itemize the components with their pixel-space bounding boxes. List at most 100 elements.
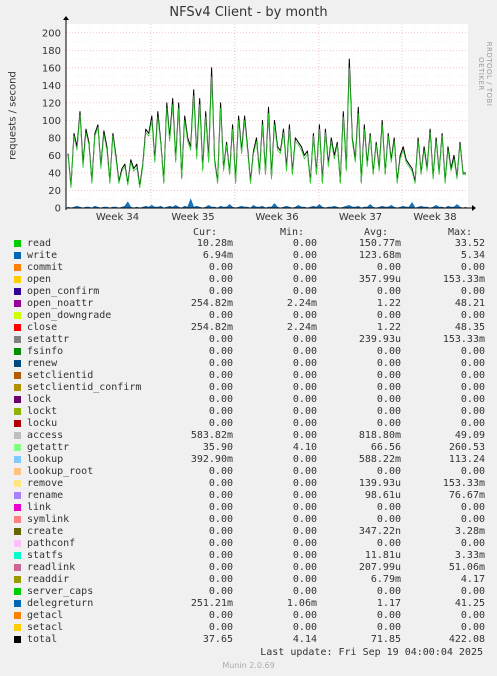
- legend-min: 0.00: [292, 370, 317, 381]
- legend-name: getacl: [27, 610, 64, 621]
- legend-max: 0.00: [460, 406, 485, 417]
- legend-cur: 254.82m: [190, 298, 233, 309]
- legend-name: rename: [27, 490, 64, 501]
- y-tick-label: 80: [48, 133, 61, 144]
- y-tick-label: 100: [42, 116, 61, 127]
- legend-swatch: [14, 612, 21, 619]
- legend-max: 4.17: [460, 574, 485, 585]
- legend-max: 5.34: [460, 250, 485, 261]
- legend-cur: 0.00: [208, 286, 233, 297]
- legend-row-lookup_root: lookup_root 0.00 0.00 0.00 0.00: [14, 466, 485, 478]
- legend-min: 0.00: [292, 574, 317, 585]
- legend-min: 0.00: [292, 346, 317, 357]
- legend-max: 0.00: [460, 538, 485, 549]
- legend-max: 0.00: [460, 466, 485, 477]
- legend-name: lockt: [27, 406, 58, 417]
- legend-min: 0.00: [292, 358, 317, 369]
- legend-row-setacl: setacl 0.00 0.00 0.00 0.00: [14, 622, 485, 634]
- legend-row-create: create 0.00 0.00 347.22n 3.28m: [14, 526, 485, 538]
- legend-cur: 37.65: [202, 634, 233, 645]
- legend-name: setattr: [27, 334, 70, 345]
- legend-row-renew: renew 0.00 0.00 0.00 0.00: [14, 358, 485, 370]
- legend-swatch: [14, 492, 21, 499]
- legend-row-getacl: getacl 0.00 0.00 0.00 0.00: [14, 610, 485, 622]
- legend-avg: 139.93u: [358, 478, 401, 489]
- legend-row-total: total 37.65 4.14 71.85 422.08: [14, 634, 485, 646]
- legend-min: 2.24m: [286, 322, 317, 333]
- legend-max: 0.00: [460, 610, 485, 621]
- legend-row-pathconf: pathconf 0.00 0.00 0.00 0.00: [14, 538, 485, 550]
- legend-avg: 0.00: [376, 310, 401, 321]
- legend-swatch: [14, 600, 21, 607]
- legend-cur: 35.90: [202, 442, 233, 453]
- legend-name: read: [27, 238, 52, 249]
- legend-min: 0.00: [292, 610, 317, 621]
- legend-min: 0.00: [292, 250, 317, 261]
- legend-swatch: [14, 396, 21, 403]
- legend-avg: 1.22: [376, 298, 401, 309]
- y-tick-label: 180: [42, 46, 61, 57]
- legend-swatch: [14, 264, 21, 271]
- legend-max: 0.00: [460, 358, 485, 369]
- legend-cur: 0.00: [208, 538, 233, 549]
- legend-max: 0.00: [460, 418, 485, 429]
- legend-swatch: [14, 636, 21, 643]
- legend-max: 0.00: [460, 586, 485, 597]
- legend-min: 2.24m: [286, 298, 317, 309]
- legend-avg: 11.81u: [364, 550, 401, 561]
- legend-row-access: access 583.82m 0.00 818.80m 49.09: [14, 430, 485, 442]
- legend-avg: 6.79m: [370, 574, 401, 585]
- legend-name: commit: [27, 262, 64, 273]
- legend-row-open_confirm: open_confirm 0.00 0.00 0.00 0.00: [14, 286, 485, 298]
- legend-avg: 0.00: [376, 502, 401, 513]
- legend-max: 33.52: [454, 238, 485, 249]
- legend-swatch: [14, 444, 21, 451]
- legend-cur: 0.00: [208, 490, 233, 501]
- legend-avg: 0.00: [376, 262, 401, 273]
- legend-min: 0.00: [292, 274, 317, 285]
- legend-cur: 0.00: [208, 334, 233, 345]
- legend-name: locku: [27, 418, 58, 429]
- legend-cur: 583.82m: [190, 430, 233, 441]
- legend-min: 0.00: [292, 310, 317, 321]
- legend-max: 48.35: [454, 322, 485, 333]
- legend-avg: 357.99u: [358, 274, 401, 285]
- legend-cur: 0.00: [208, 586, 233, 597]
- legend-min: 0.00: [292, 466, 317, 477]
- legend-max: 422.08: [448, 634, 485, 645]
- legend-name: close: [27, 322, 58, 333]
- legend-avg: 0.00: [376, 370, 401, 381]
- legend-max: 153.33m: [442, 478, 485, 489]
- legend-row-rename: rename 0.00 0.00 98.61u 76.67m: [14, 490, 485, 502]
- y-tick-label: 120: [42, 98, 61, 109]
- legend-cur: 10.28m: [196, 238, 233, 249]
- legend-max: 0.00: [460, 310, 485, 321]
- legend-avg: 0.00: [376, 586, 401, 597]
- legend-avg: 0.00: [376, 514, 401, 525]
- legend-min: 0.00: [292, 586, 317, 597]
- legend-max: 41.25: [454, 598, 485, 609]
- legend-swatch: [14, 480, 21, 487]
- legend-cur: 0.00: [208, 418, 233, 429]
- legend-name: pathconf: [27, 538, 76, 549]
- legend-name: getattr: [27, 442, 70, 453]
- legend-min: 0.00: [292, 622, 317, 633]
- legend-min: 4.14: [292, 634, 317, 645]
- legend-max: 153.33m: [442, 274, 485, 285]
- y-axis-arrow: [63, 16, 69, 20]
- legend-name: create: [27, 526, 64, 537]
- legend-min: 1.06m: [286, 598, 317, 609]
- legend-row-lookup: lookup 392.90m 0.00 588.22m 113.24: [14, 454, 485, 466]
- legend-row-remove: remove 0.00 0.00 139.93u 153.33m: [14, 478, 485, 490]
- legend-row-locku: locku 0.00 0.00 0.00 0.00: [14, 418, 485, 430]
- legend-row-link: link 0.00 0.00 0.00 0.00: [14, 502, 485, 514]
- legend-cur: 0.00: [208, 562, 233, 573]
- legend-min: 0.00: [292, 262, 317, 273]
- legend-cur: 0.00: [208, 574, 233, 585]
- legend-cur: 251.21m: [190, 598, 233, 609]
- legend-max: 0.00: [460, 514, 485, 525]
- x-tick-label: Week 36: [255, 212, 298, 223]
- legend-swatch: [14, 276, 21, 283]
- legend-avg: 0.00: [376, 394, 401, 405]
- legend-row-statfs: statfs 0.00 0.00 11.81u 3.33m: [14, 550, 485, 562]
